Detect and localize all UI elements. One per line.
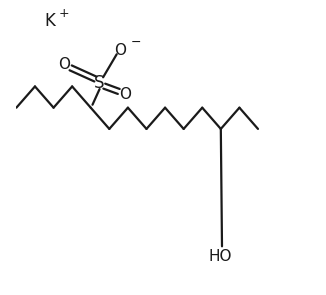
Text: O: O <box>58 58 70 72</box>
Text: O: O <box>119 87 131 102</box>
Text: +: + <box>59 7 69 20</box>
Text: −: − <box>131 36 142 49</box>
Text: HO: HO <box>209 249 232 264</box>
Text: K: K <box>44 12 55 30</box>
Text: S: S <box>94 73 105 92</box>
Text: O: O <box>114 43 126 58</box>
